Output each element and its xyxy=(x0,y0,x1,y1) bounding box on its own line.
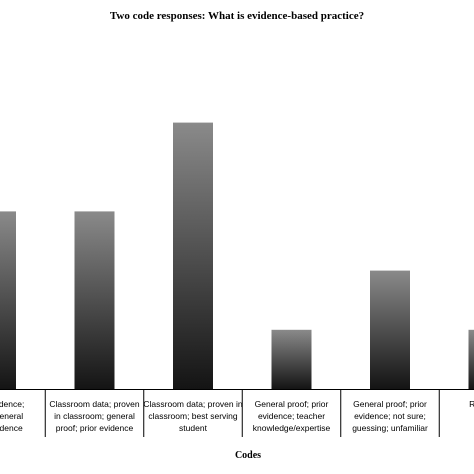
bar-2 xyxy=(74,211,115,389)
x-tick-label: Classroom data; proven in classroom; best… xyxy=(143,399,242,433)
x-tick-label: Classroom data; proven in classroom; gene… xyxy=(49,399,140,433)
bar-1 xyxy=(0,211,16,389)
chart-title: Two code responses: What is evidence-bas… xyxy=(110,10,364,22)
bar-6 xyxy=(468,329,474,389)
bar-5 xyxy=(370,270,410,389)
bar-3 xyxy=(173,122,213,389)
bar-4 xyxy=(271,329,312,389)
x-tick-label: General proof; prior evidence; teacher kno… xyxy=(253,399,331,433)
x-axis-title: Codes xyxy=(235,450,261,461)
bars-group xyxy=(0,122,474,389)
x-tick-label: General proof; prior evidence; not sure; g… xyxy=(352,399,428,433)
x-tick-labels: Prior evidence;proof; Generalprior evide… xyxy=(0,389,474,437)
x-tick-label: Prior evidence;proof; Generalprior evide… xyxy=(0,399,24,433)
